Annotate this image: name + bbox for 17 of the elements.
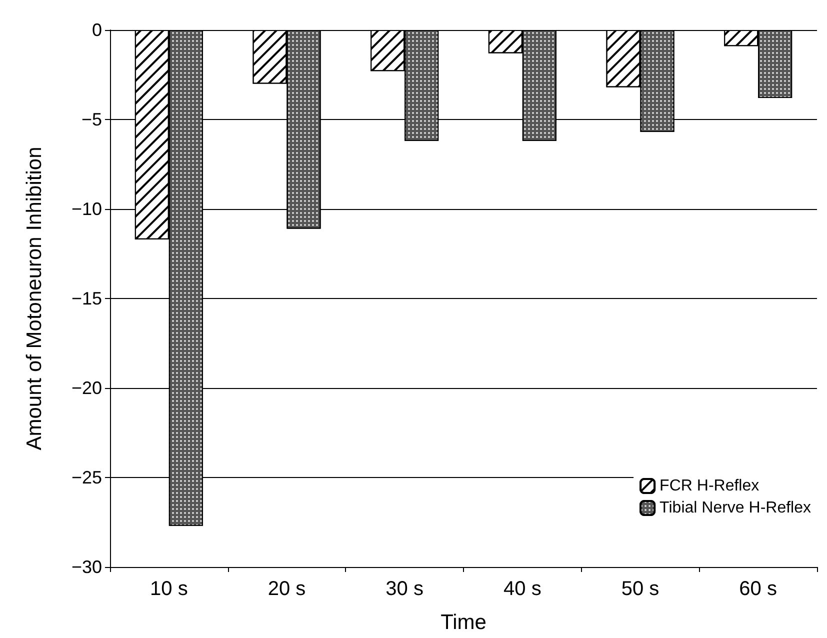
- y-tick-label: −25: [71, 468, 102, 488]
- y-tick-label: −15: [71, 288, 102, 308]
- x-axis-title: Time: [440, 611, 486, 634]
- y-axis-title: Amount of Motoneuron Inhibition: [23, 146, 46, 450]
- x-tick-label: 50 s: [621, 578, 660, 600]
- x-tick-label: 30 s: [386, 578, 424, 600]
- x-tick-label: 40 s: [504, 578, 542, 600]
- y-tick-label: −20: [71, 378, 102, 398]
- legend-label: FCR H-Reflex: [660, 478, 760, 494]
- x-tick-label: 10 s: [150, 578, 188, 600]
- legend-label: Tibial Nerve H-Reflex: [660, 500, 812, 516]
- y-tick-label: −10: [71, 199, 102, 219]
- y-tick-label: −30: [71, 557, 102, 577]
- y-tick-label: 0: [92, 20, 102, 40]
- x-tick-label: 60 s: [739, 578, 777, 600]
- y-tick-label: −5: [81, 110, 102, 130]
- x-tick-label: 20 s: [268, 578, 306, 600]
